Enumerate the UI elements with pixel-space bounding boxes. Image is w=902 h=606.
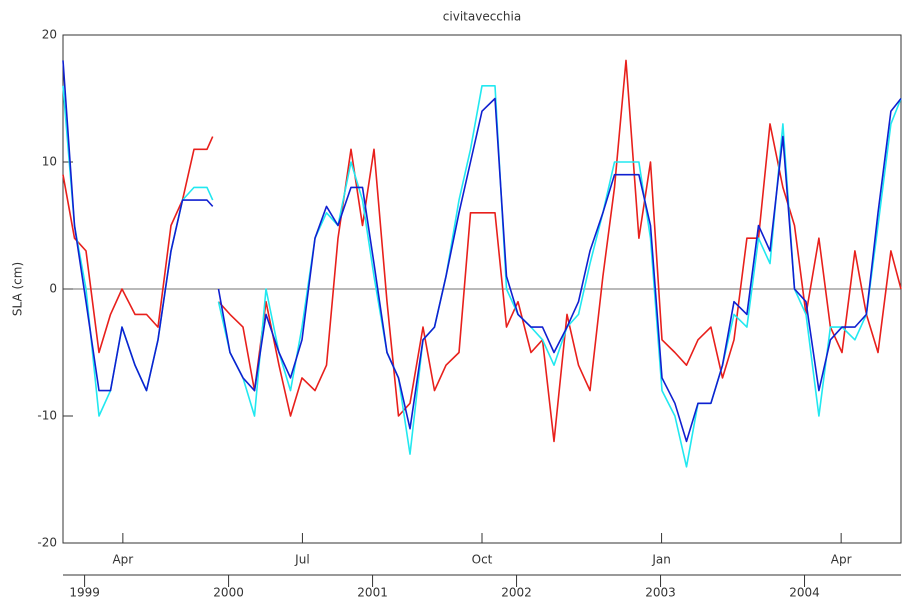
x-tick-label: 2002	[501, 586, 532, 600]
y-tick-label: -10	[37, 409, 57, 423]
x2-tick-label: Jan	[651, 553, 671, 567]
y-tick-label: 20	[42, 28, 57, 42]
x2-tick-label: Apr	[112, 553, 133, 567]
chart-title: civitavecchia	[443, 10, 521, 24]
y-axis-label: SLA (cm)	[11, 262, 25, 316]
x2-tick-label: Oct	[472, 553, 493, 567]
series-line	[62, 85, 902, 468]
x2-tick-label: Apr	[831, 553, 852, 567]
y-tick-label: 10	[42, 155, 57, 169]
x-tick-label: 1999	[69, 586, 100, 600]
series-line	[62, 60, 902, 443]
x-tick-label: 2003	[645, 586, 676, 600]
x-tick-label: 2004	[789, 586, 820, 600]
x2-tick-label: Jul	[294, 553, 309, 567]
series-line	[62, 59, 902, 443]
y-tick-label: 0	[49, 282, 57, 296]
x-tick-label: 2000	[213, 586, 244, 600]
y-tick-label: -20	[37, 536, 57, 550]
x-tick-label: 2001	[357, 586, 388, 600]
